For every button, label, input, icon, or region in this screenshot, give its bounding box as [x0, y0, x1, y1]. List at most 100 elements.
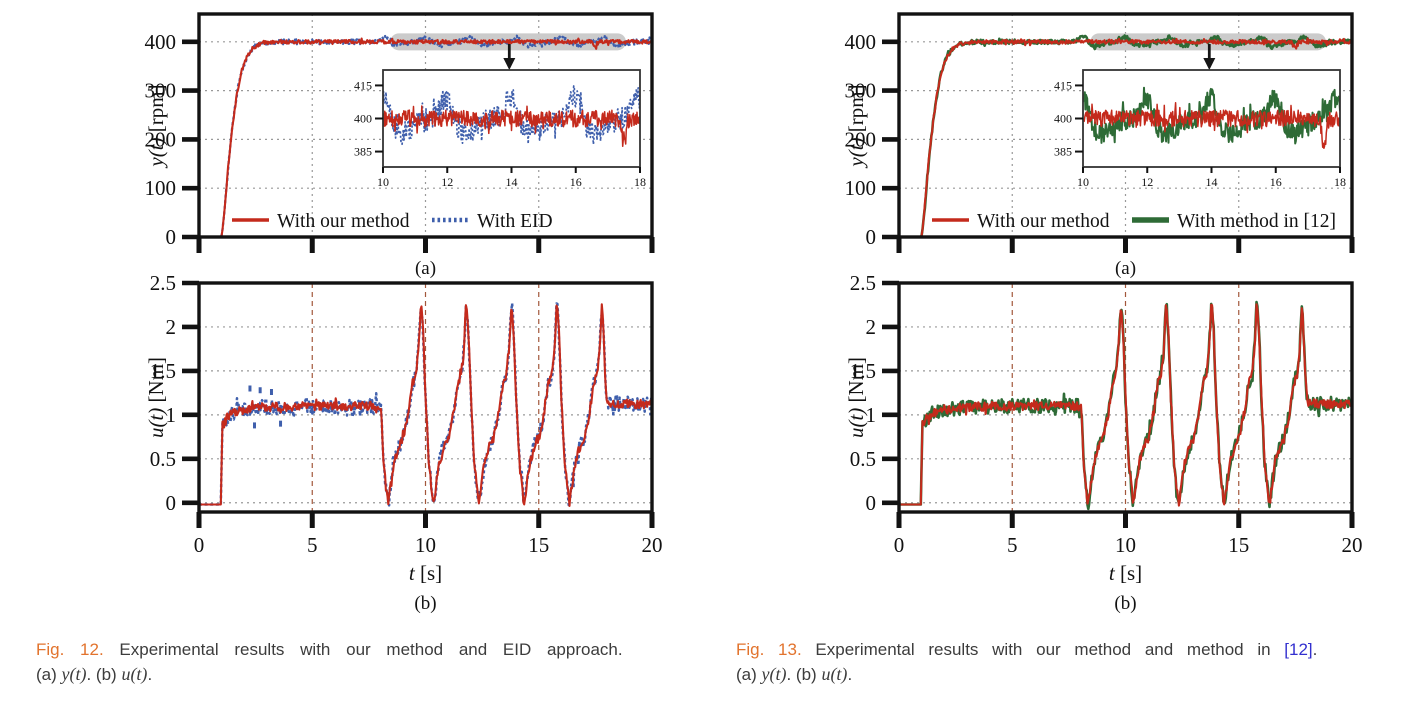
- inset-x-tick-label: 16: [1270, 175, 1282, 189]
- caption-segment-plain: (a): [736, 665, 762, 684]
- caption-segment-plain: Experimental results with our method and…: [103, 640, 623, 659]
- inset-x-tick-label: 18: [1334, 175, 1346, 189]
- caption-segment-math: y(t): [761, 664, 787, 684]
- inset-y-tick-label: 385: [354, 145, 372, 159]
- caption-segment-plain: . (b): [86, 665, 122, 684]
- inset-x-tick-label: 14: [506, 175, 518, 189]
- x-tick-label: 15: [528, 533, 549, 557]
- caption-segment-tag: Fig. 12.: [36, 640, 104, 659]
- caption-segment-plain: Experimental results with our method and…: [801, 640, 1285, 659]
- caption-segment-tag: Fig. 13.: [736, 640, 802, 659]
- panel-fig12b: 0 0.5 1 1.5 2 2.5 0 5 10 15 20 u(t) [Nm] t [s] (b): [144, 271, 663, 614]
- panel-letter-label: (a): [415, 258, 436, 279]
- caption-segment-plain: .: [847, 665, 853, 684]
- y-tick-label: 200: [845, 127, 877, 151]
- inset-y-tick-label: 400: [1054, 112, 1072, 126]
- y-tick-label: 200: [145, 127, 177, 151]
- series-group-fig12a: [199, 33, 652, 237]
- y-tick-label: 2.5: [850, 271, 876, 295]
- y-tick-label: 1: [166, 403, 177, 427]
- caption-segment-plain: . (b): [786, 665, 822, 684]
- y-tick-label: 400: [845, 30, 877, 54]
- inset-fig12a: 385 400 415 10 12 14 16 18: [354, 69, 646, 189]
- legend-fig12a: With our method With EID: [232, 211, 553, 232]
- caption-segment-plain: .: [1312, 640, 1318, 659]
- y-tick-label: 0: [166, 491, 177, 515]
- series-with-our-method: [899, 303, 1352, 507]
- x-tick-label: 5: [307, 533, 318, 557]
- y-tick-label: 2: [166, 315, 177, 339]
- series-group-fig12b: [199, 302, 652, 507]
- inset-y-tick-label: 415: [1054, 78, 1072, 92]
- inset-x-tick-label: 14: [1206, 175, 1218, 189]
- inset-x-tick-label: 18: [634, 175, 646, 189]
- panel-fig12a: 0 100 200 300 400 y(t) [rpm] (a) With our metho…: [144, 12, 655, 279]
- x-tick-label: 5: [1007, 533, 1018, 557]
- caption-segment-math: u(t): [821, 664, 848, 684]
- y-tick-label: 300: [845, 79, 877, 103]
- caption-segment-math: u(t): [121, 664, 148, 684]
- caption-segment-link[interactable]: [12]: [1284, 640, 1313, 659]
- grid-fig13a: [899, 14, 1352, 237]
- y-tick-label: 400: [145, 30, 177, 54]
- inset-y-tick-label: 415: [354, 78, 372, 92]
- inset-series: [383, 105, 640, 148]
- fig13-caption-line1: Fig. 13. Experimental results with our m…: [736, 638, 1410, 662]
- legend-label: With EID: [477, 211, 553, 232]
- inset-x-tick-label: 12: [1141, 175, 1153, 189]
- y-tick-label: 2.5: [150, 271, 176, 295]
- fig12-caption-line1: Fig. 12. Experimental results with our m…: [36, 638, 704, 662]
- y-tick-label: 0.5: [150, 447, 176, 471]
- inset-x-tick-label: 12: [441, 175, 453, 189]
- series-with-our-method: [199, 303, 652, 507]
- figure-13: 0 100 200 300 400 y(t) [rpm] (a) With our metho…: [700, 0, 1400, 628]
- y-axis-label: u(t) [Nm]: [144, 357, 168, 438]
- y-axis-label: y(t) [rpm]: [144, 84, 168, 168]
- fig13-caption: Fig. 13. Experimental results with our m…: [736, 638, 1410, 687]
- y-tick-label: 1.5: [150, 359, 176, 383]
- y-tick-label: 0: [166, 225, 177, 249]
- y-tick-label: 1: [866, 403, 877, 427]
- y-tick-label: 0: [866, 225, 877, 249]
- panel-letter-label: (a): [1115, 258, 1136, 279]
- x-tick-label: 10: [415, 533, 436, 557]
- grid-fig12a: [199, 14, 652, 237]
- grid-fig12b: [199, 283, 652, 512]
- fig13-caption-line2: (a) y(t). (b) u(t).: [736, 662, 1410, 687]
- series-group-fig13b: [899, 300, 1352, 511]
- legend-label: With method in [12]: [1177, 211, 1336, 232]
- y-tick-label: 100: [145, 176, 177, 200]
- inset-series: [1083, 86, 1340, 145]
- series-with-our-method: [899, 37, 1352, 237]
- x-tick-label: 20: [642, 533, 663, 557]
- inset-series: [383, 85, 640, 146]
- series-group-fig13a: [899, 34, 1352, 237]
- fig12-caption-line2: (a) y(t). (b) u(t).: [36, 662, 704, 687]
- x-axis-label: t [s]: [409, 561, 442, 585]
- y-tick-label: 0: [866, 491, 877, 515]
- inset-x-tick-label: 10: [377, 175, 389, 189]
- y-axis-label: y(t) [rpm]: [844, 84, 868, 168]
- grid-fig13b: [899, 283, 1352, 512]
- y-tick-label: 2: [866, 315, 877, 339]
- x-tick-label: 10: [1115, 533, 1136, 557]
- inset-y-tick-label: 385: [1054, 145, 1072, 159]
- legend-label: With our method: [977, 211, 1110, 232]
- y-tick-label: 100: [845, 176, 877, 200]
- x-tick-label: 20: [1342, 533, 1363, 557]
- caption-segment-math: y(t): [61, 664, 87, 684]
- series-with-our-method: [199, 37, 652, 237]
- panel-fig13a: 0 100 200 300 400 y(t) [rpm] (a) With our metho…: [844, 12, 1355, 279]
- inset-fig13a: 385 400 415 10 12 14 16 18: [1054, 69, 1346, 189]
- x-tick-label: 15: [1228, 533, 1249, 557]
- y-tick-label: 1.5: [850, 359, 876, 383]
- down-arrow-icon: [1203, 58, 1216, 70]
- panel-fig13b: 0 0.5 1 1.5 2 2.5 0 5 10 15 20 u(t) [Nm] t [s] (b): [844, 271, 1363, 614]
- x-axis-label: t [s]: [1109, 561, 1142, 585]
- x-tick-label: 0: [894, 533, 905, 557]
- down-arrow-icon: [503, 58, 516, 70]
- caption-segment-plain: .: [147, 665, 153, 684]
- series-with-method-in-12-: [899, 34, 1352, 237]
